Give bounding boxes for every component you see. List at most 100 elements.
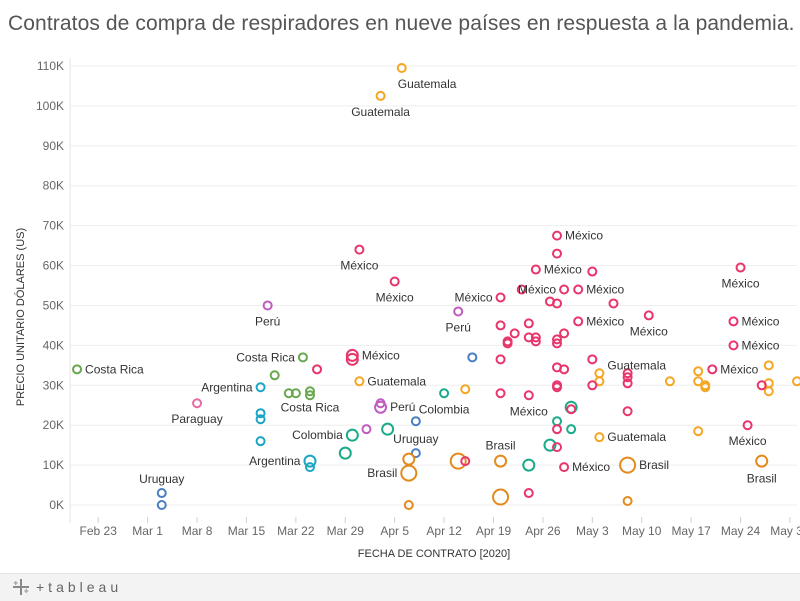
point-colombia[interactable] [543,438,557,452]
point-brasil[interactable] [400,464,418,482]
point-guatemala[interactable] [693,426,704,437]
point-mexico[interactable] [559,462,570,473]
point-guatemala[interactable] [700,382,711,393]
point-mexico[interactable] [530,264,541,275]
point-costa-rica[interactable] [297,352,308,363]
point-mexico[interactable] [756,380,767,391]
point-mexico[interactable] [552,230,563,241]
point-mexico[interactable] [587,380,598,391]
point-mexico[interactable] [622,372,633,383]
point-mexico[interactable] [587,354,598,365]
point-guatemala[interactable] [792,376,800,387]
point-guatemala[interactable] [460,384,471,395]
point-guatemala[interactable] [594,432,605,443]
point-brasil[interactable] [494,454,508,468]
point-costa-rica[interactable] [290,388,301,399]
point-mexico[interactable] [502,338,513,349]
point-mexico[interactable] [354,244,365,255]
point-colombia[interactable] [439,388,450,399]
point-peru[interactable] [361,424,372,435]
point-paraguay[interactable] [192,398,203,409]
point-mexico[interactable] [495,320,506,331]
point-mexico[interactable] [587,266,598,277]
point-mexico[interactable] [552,248,563,259]
point-guatemala[interactable] [396,62,407,73]
point-argentina[interactable] [303,454,317,468]
point-mexico[interactable] [573,284,584,295]
point-colombia[interactable] [522,458,536,472]
point-mexico[interactable] [389,276,400,287]
point-colombia[interactable] [345,428,359,442]
point-mexico[interactable] [460,456,471,467]
point-colombia[interactable] [566,424,577,435]
point-argentina[interactable] [255,436,266,447]
point-mexico[interactable] [516,284,527,295]
point-mexico[interactable] [559,284,570,295]
point-mexico[interactable] [552,334,563,345]
point-mexico[interactable] [552,382,563,393]
point-mexico[interactable] [345,348,359,362]
point-mexico[interactable] [530,332,541,343]
point-uruguay[interactable] [467,352,478,363]
point-mexico[interactable] [495,292,506,303]
point-argentina[interactable] [304,462,315,473]
point-mexico[interactable] [552,442,563,453]
point-mexico[interactable] [707,364,718,375]
point-mexico[interactable] [728,316,739,327]
point-mexico[interactable] [345,352,359,366]
point-guatemala[interactable] [693,376,704,387]
point-mexico[interactable] [622,368,633,379]
point-brasil[interactable] [755,454,769,468]
point-uruguay[interactable] [410,448,421,459]
point-mexico[interactable] [552,338,563,349]
point-mexico[interactable] [608,298,619,309]
point-guatemala[interactable] [375,90,386,101]
point-mexico[interactable] [559,364,570,375]
point-colombia[interactable] [338,446,352,460]
point-mexico[interactable] [523,390,534,401]
point-mexico[interactable] [495,388,506,399]
point-colombia[interactable] [381,422,395,436]
point-argentina[interactable] [255,408,266,419]
point-costa-rica[interactable] [304,390,315,401]
point-guatemala[interactable] [763,386,774,397]
point-costa-rica[interactable] [304,386,315,397]
point-guatemala[interactable] [693,366,704,377]
point-brasil[interactable] [403,500,414,511]
point-mexico[interactable] [742,420,753,431]
point-mexico[interactable] [530,336,541,347]
point-uruguay[interactable] [156,500,167,511]
point-mexico[interactable] [312,364,323,375]
point-mexico[interactable] [643,310,654,321]
point-peru[interactable] [374,400,388,414]
point-colombia[interactable] [552,416,563,427]
point-peru[interactable] [262,300,273,311]
point-guatemala[interactable] [594,376,605,387]
point-mexico[interactable] [573,316,584,327]
point-mexico[interactable] [622,406,633,417]
point-mexico[interactable] [559,328,570,339]
point-mexico[interactable] [495,354,506,365]
point-costa-rica[interactable] [72,364,83,375]
point-guatemala[interactable] [594,368,605,379]
point-mexico[interactable] [622,378,633,389]
point-mexico[interactable] [552,298,563,309]
point-mexico[interactable] [509,328,520,339]
point-brasil[interactable] [449,452,467,470]
point-guatemala[interactable] [664,376,675,387]
point-mexico[interactable] [735,262,746,273]
point-mexico[interactable] [552,424,563,435]
point-uruguay[interactable] [156,488,167,499]
point-costa-rica[interactable] [269,370,280,381]
point-argentina[interactable] [255,414,266,425]
point-peru[interactable] [453,306,464,317]
point-argentina[interactable] [255,382,266,393]
point-uruguay[interactable] [410,416,421,427]
point-mexico[interactable] [566,404,577,415]
point-brasil[interactable] [492,488,510,506]
point-brasil[interactable] [402,452,416,466]
tableau-logo[interactable]: +tableau [12,578,122,596]
point-brasil[interactable] [619,456,637,474]
point-guatemala[interactable] [763,360,774,371]
point-brasil[interactable] [622,496,633,507]
